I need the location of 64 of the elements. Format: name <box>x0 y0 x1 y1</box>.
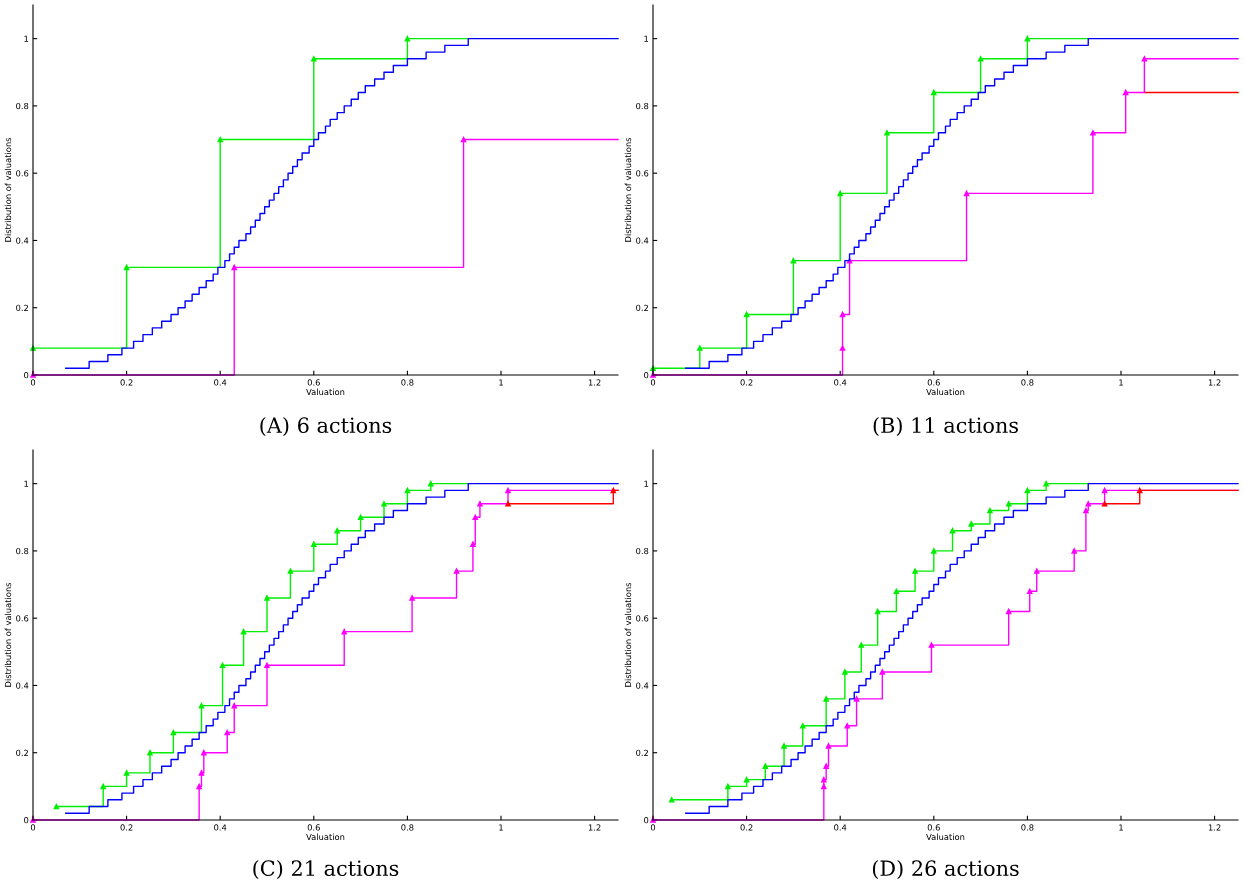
x-tick-label: 1.2 <box>1208 824 1221 831</box>
x-tick-label: 0.6 <box>927 379 940 386</box>
y-tick-label: 0.6 <box>636 615 649 622</box>
x-tick-label: 0.6 <box>927 824 940 831</box>
x-tick-label: 0.6 <box>307 824 320 831</box>
y-tick-label: 0.6 <box>636 170 649 177</box>
y-tick-label: 0.8 <box>636 102 649 110</box>
x-tick-label: 0.6 <box>307 379 320 386</box>
x-tick-label: 0.2 <box>120 824 133 831</box>
x-tick-label: 0.8 <box>1021 379 1034 386</box>
x-tick-label: 0 <box>650 824 656 831</box>
x-tick-label: 0.8 <box>401 824 414 831</box>
x-tick-label: 0.4 <box>834 824 847 831</box>
y-tick-label: 0.2 <box>636 304 648 312</box>
x-tick-label: 0.4 <box>214 824 227 831</box>
text: (D) 26 actions <box>872 859 1019 879</box>
y-tick-label: 0.4 <box>636 237 649 244</box>
y-axis-title: Distribution of valuations <box>4 137 12 242</box>
x-tick-label: 0 <box>30 379 36 386</box>
x-tick-label: 1.2 <box>588 379 601 386</box>
x-tick-label: 0.2 <box>740 824 753 831</box>
x-tick-label: 0 <box>650 379 656 386</box>
text: (B) 11 actions <box>873 416 1018 436</box>
y-tick-label: 0.6 <box>16 170 29 177</box>
y-tick-label: 1 <box>24 35 29 42</box>
y-tick-label: 1 <box>24 480 29 487</box>
x-tick-label: 1.2 <box>1208 379 1221 386</box>
x-tick-label: 0.4 <box>214 379 227 386</box>
x-axis-title: Valuation <box>926 388 965 396</box>
text: (A) 6 actions <box>260 416 392 436</box>
y-tick-label: 0.2 <box>636 749 648 757</box>
x-tick-label: 1 <box>1119 824 1123 831</box>
y-tick-label: 0.8 <box>16 547 29 555</box>
x-axis-title: Valuation <box>306 388 345 396</box>
y-tick-label: 0.8 <box>16 102 29 110</box>
y-tick-label: 0.2 <box>16 749 28 757</box>
y-tick-label: 0 <box>24 371 29 379</box>
y-tick-label: 1 <box>644 35 649 42</box>
y-axis-title: Distribution of valuations <box>4 582 12 687</box>
x-tick-label: 0 <box>30 824 36 831</box>
x-tick-label: 0.2 <box>120 379 133 386</box>
x-tick-label: 0.8 <box>401 379 414 386</box>
x-tick-label: 1.2 <box>588 824 601 831</box>
y-tick-label: 0 <box>24 816 29 824</box>
y-tick-label: 0.4 <box>16 682 29 689</box>
text: (C) 21 actions <box>253 859 399 879</box>
y-axis-title: Distribution of valuations <box>624 137 632 242</box>
x-axis-title: Valuation <box>926 833 965 841</box>
x-tick-label: 0.8 <box>1021 824 1034 831</box>
y-tick-label: 0 <box>644 816 649 824</box>
y-tick-label: 0.6 <box>16 615 29 622</box>
y-tick-label: 0.4 <box>636 682 649 689</box>
x-tick-label: 1 <box>499 379 503 386</box>
x-tick-label: 1 <box>499 824 503 831</box>
y-tick-label: 1 <box>644 480 649 487</box>
x-tick-label: 0.2 <box>740 379 753 386</box>
x-axis-title: Valuation <box>306 833 345 841</box>
x-tick-label: 0.4 <box>834 379 847 386</box>
y-axis-title: Distribution of valuations <box>624 582 632 687</box>
y-tick-label: 0.8 <box>636 547 649 555</box>
x-tick-label: 1 <box>1119 379 1123 386</box>
y-tick-label: 0.4 <box>16 237 29 244</box>
y-tick-label: 0.2 <box>16 304 28 312</box>
y-tick-label: 0 <box>644 371 649 379</box>
